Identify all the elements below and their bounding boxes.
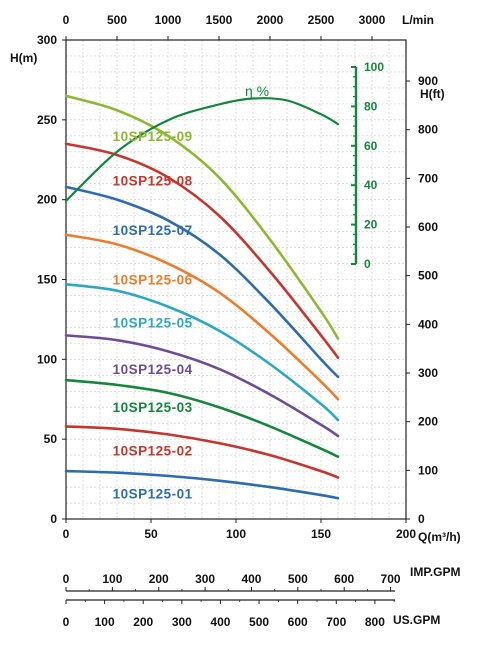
series-label-10sp125-05: 10SP125-05 [113, 316, 193, 331]
scale-tick-label: 200 [133, 615, 153, 629]
y-left-tick-label: 300 [37, 33, 57, 47]
efficiency-curve-group [64, 97, 340, 203]
series-labels: 10SP125-09 10SP125-08 10SP125-07 10SP125-06… [113, 129, 193, 502]
scale-tick-label: 600 [288, 615, 308, 629]
x-bottom-tick-label: 0 [63, 527, 70, 541]
series-label-10sp125-09: 10SP125-09 [113, 129, 193, 144]
y-left-tick-label: 150 [37, 273, 57, 287]
scale-tick-label: 400 [241, 572, 261, 586]
head-curve-10sp125-01 [64, 469, 340, 500]
y-right-tick-label: 400 [418, 317, 438, 331]
x-top-tick-label: 2000 [257, 13, 284, 27]
scale-tick-label: 100 [102, 572, 122, 586]
x-top-tick-label: 1500 [206, 13, 233, 27]
head-curve-10sp125-03 [64, 378, 340, 459]
efficiency-curve-label: η % [245, 83, 269, 99]
y-right-tick-label: 0 [418, 512, 425, 526]
y-right-tick-label: 100 [418, 463, 438, 477]
series-label-10sp125-06: 10SP125-06 [113, 273, 193, 288]
top-axis-ticks: 0 500 1000 1500 2000 2500 3000 [63, 13, 386, 40]
y-left-tick-label: 200 [37, 193, 57, 207]
efficiency-scale: 0 20 40 60 80 100 [351, 60, 384, 271]
x-top-tick-label: 3000 [359, 13, 386, 27]
head-curve-10sp125-06 [64, 233, 340, 401]
y-left-tick-label: 0 [50, 512, 57, 526]
us-gpm-scale: 0 100 200 300 400 500 600 700 800 [63, 599, 395, 629]
y-right-tick-label: 200 [418, 415, 438, 429]
series-label-10sp125-02: 10SP125-02 [113, 443, 193, 458]
y-right-tick-label: 900 [418, 74, 438, 88]
scale-tick-label: 600 [334, 572, 354, 586]
x-top-tick-label: 500 [107, 13, 127, 27]
y-left-axis-label: H(m) [10, 51, 37, 65]
scale-tick-label: 700 [326, 615, 346, 629]
head-curve-10sp125-09 [64, 94, 340, 340]
y-right-tick-label: 300 [418, 366, 438, 380]
scale-tick-label: 800 [365, 615, 385, 629]
head-curve-10sp125-04 [64, 334, 340, 438]
bottom-axis-ticks: 0 50 100 150 200 [63, 519, 416, 541]
efficiency-tick-label: 20 [364, 218, 378, 232]
y-right-tick-label: 600 [418, 220, 438, 234]
y-right-tick-label: 800 [418, 123, 438, 137]
series-label-10sp125-04: 10SP125-04 [113, 362, 193, 377]
series-label-10sp125-03: 10SP125-03 [113, 400, 193, 415]
us-gpm-label: US.GPM [393, 613, 440, 627]
scale-tick-label: 700 [381, 572, 401, 586]
head-curves [64, 94, 340, 500]
efficiency-tick-label: 80 [364, 99, 378, 113]
scale-tick-label: 400 [210, 615, 230, 629]
y-left-tick-label: 50 [44, 432, 58, 446]
scale-tick-label: 100 [95, 615, 115, 629]
x-bottom-tick-label: 50 [144, 527, 158, 541]
x-bottom-tick-label: 150 [311, 527, 331, 541]
left-axis-ticks: 0 50 100 150 200 250 300 [37, 33, 66, 526]
imp-gpm-label: IMP.GPM [410, 565, 460, 579]
top-axis-unit-label: L/min [402, 13, 434, 27]
x-top-tick-label: 0 [63, 13, 70, 27]
y-right-tick-label: 500 [418, 269, 438, 283]
head-curve-10sp125-07 [64, 185, 340, 379]
y-right-tick-label: 700 [418, 171, 438, 185]
series-label-10sp125-08: 10SP125-08 [113, 174, 193, 189]
scale-tick-label: 500 [249, 615, 269, 629]
x-top-tick-label: 1000 [155, 13, 182, 27]
x-top-tick-label: 2500 [308, 13, 335, 27]
y-right-axis-label: H(ft) [420, 87, 445, 101]
right-axis-ticks: 0 100 200 300 400 500 600 700 800 900 [406, 74, 438, 526]
scale-tick-label: 500 [288, 572, 308, 586]
x-bottom-axis-label: Q(m³/h) [418, 530, 461, 544]
x-bottom-tick-label: 100 [226, 527, 246, 541]
scale-tick-label: 300 [195, 572, 215, 586]
series-label-10sp125-07: 10SP125-07 [113, 223, 193, 238]
scale-tick-label: 300 [172, 615, 192, 629]
head-curve-10sp125-05 [64, 282, 340, 422]
head-curve-10sp125-02 [64, 425, 340, 479]
efficiency-curve [64, 97, 340, 203]
imp-gpm-scale: 0 100 200 300 400 500 600 700 [63, 572, 401, 592]
efficiency-tick-label: 0 [364, 257, 371, 271]
y-left-tick-label: 250 [37, 113, 57, 127]
series-label-10sp125-01: 10SP125-01 [113, 486, 193, 501]
x-bottom-tick-label: 200 [396, 527, 416, 541]
y-left-tick-label: 100 [37, 352, 57, 366]
head-curve-10sp125-08 [64, 142, 340, 360]
scale-tick-label: 0 [63, 572, 70, 586]
efficiency-tick-label: 100 [364, 60, 384, 74]
efficiency-tick-label: 40 [364, 178, 378, 192]
efficiency-tick-label: 60 [364, 139, 378, 153]
scale-tick-label: 200 [149, 572, 169, 586]
scale-tick-label: 0 [63, 615, 70, 629]
